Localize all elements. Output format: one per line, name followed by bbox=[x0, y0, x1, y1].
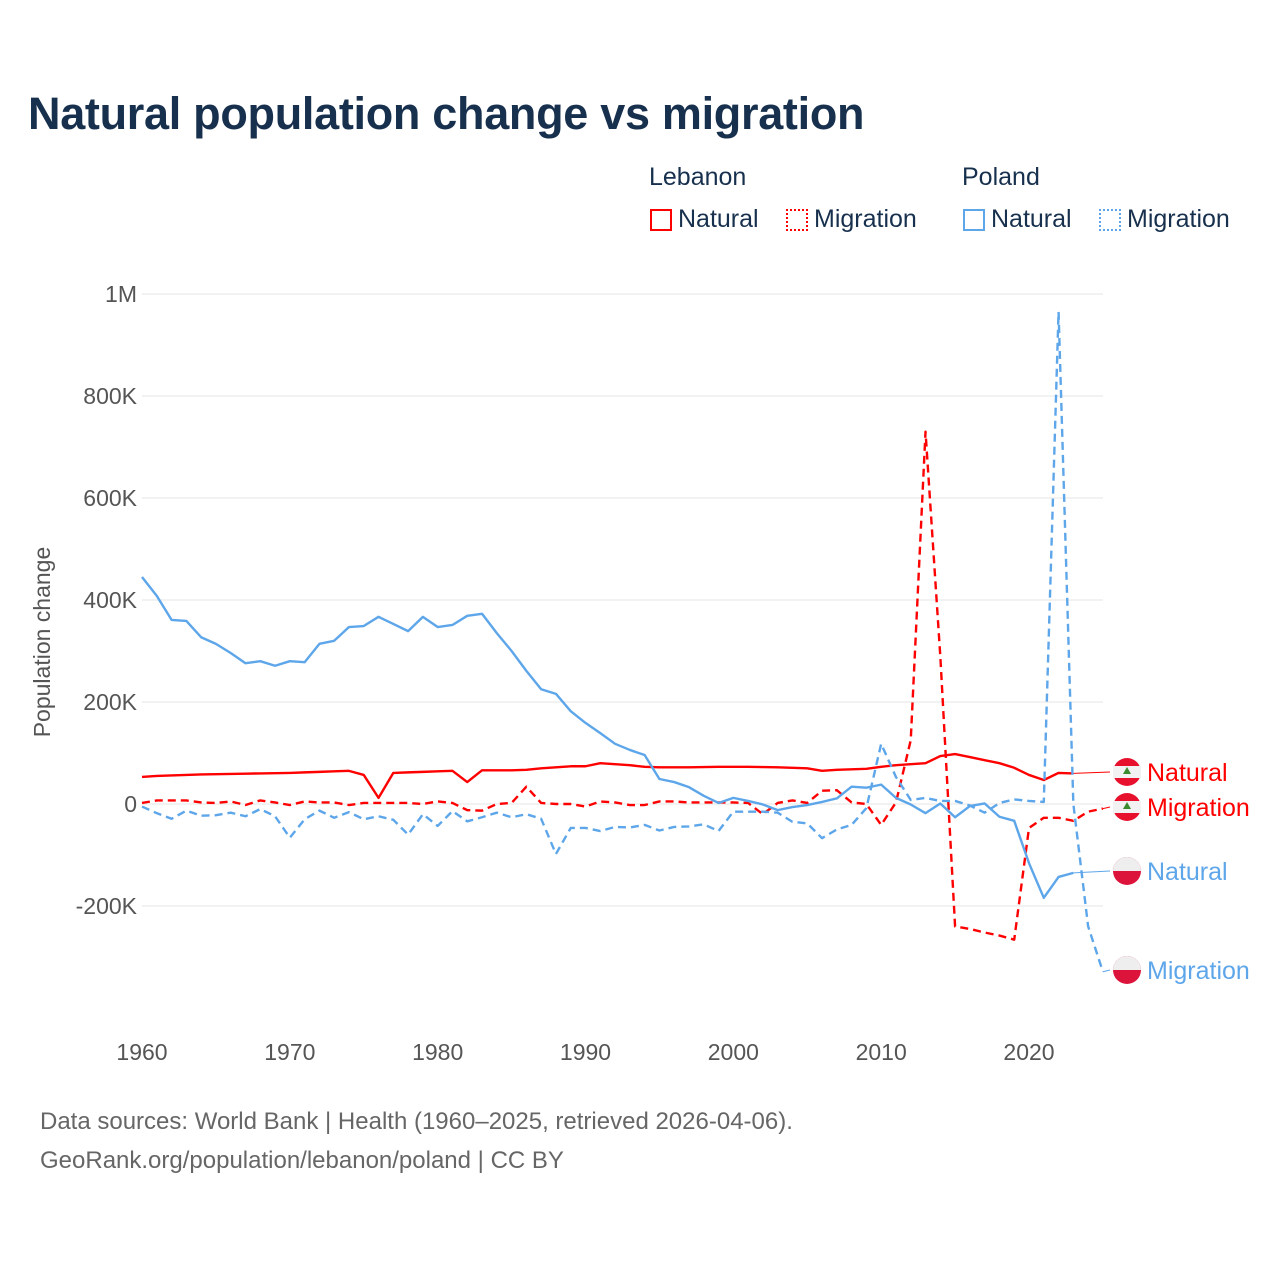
y-tick-label: 800K bbox=[83, 383, 137, 409]
dotted-swatch-icon bbox=[786, 208, 808, 231]
legend-poland-migration[interactable]: Migration bbox=[1099, 205, 1230, 234]
flag-white-half bbox=[1113, 857, 1141, 871]
lebanon-flag-icon bbox=[1113, 793, 1141, 821]
y-tick-label: 600K bbox=[83, 485, 137, 511]
poland-flag-icon bbox=[1113, 956, 1141, 984]
end-label-poland-migration: Migration bbox=[1147, 957, 1250, 985]
y-tick-label: 400K bbox=[83, 587, 137, 613]
y-tick-label: 1M bbox=[105, 281, 137, 307]
y-axis-label: Population change bbox=[29, 547, 55, 738]
solid-swatch-icon bbox=[963, 208, 985, 231]
chart-title: Natural population change vs migration bbox=[28, 88, 865, 139]
legend-poland-natural[interactable]: Natural bbox=[963, 205, 1072, 234]
leader-line bbox=[1102, 969, 1111, 973]
x-tick-label: 1960 bbox=[116, 1039, 167, 1065]
x-tick-label: 2010 bbox=[856, 1039, 907, 1065]
end-label-lebanon-migration: Migration bbox=[1147, 794, 1250, 822]
leader-line bbox=[1102, 806, 1111, 810]
dotted-swatch-icon bbox=[1099, 208, 1121, 231]
end-label-poland-natural: Natural bbox=[1147, 858, 1228, 886]
x-tick-label: 1970 bbox=[264, 1039, 315, 1065]
legend-lebanon-natural[interactable]: Natural bbox=[650, 205, 759, 234]
legend-group-lebanon: Lebanon bbox=[649, 163, 747, 191]
lebanon-flag-icon bbox=[1113, 758, 1141, 786]
leader-line bbox=[1073, 870, 1111, 874]
series-line-lebanon-migration bbox=[141, 430, 1104, 941]
x-tick-label: 1990 bbox=[560, 1039, 611, 1065]
legend-label: Migration bbox=[814, 205, 917, 233]
legend-label: Migration bbox=[1127, 205, 1230, 233]
solid-swatch-icon bbox=[650, 208, 672, 231]
x-tick-label: 1980 bbox=[412, 1039, 463, 1065]
x-tick-label: 2000 bbox=[708, 1039, 759, 1065]
series-line-poland-natural bbox=[141, 576, 1074, 900]
legend-lebanon-migration[interactable]: Migration bbox=[786, 205, 917, 234]
end-label-lebanon-natural: Natural bbox=[1147, 759, 1228, 787]
poland-flag-icon bbox=[1113, 857, 1141, 885]
y-tick-label: 0 bbox=[124, 791, 137, 817]
leader-line bbox=[1073, 771, 1111, 774]
footer-attribution: GeoRank.org/population/lebanon/poland | … bbox=[40, 1147, 564, 1174]
cedar-icon bbox=[1123, 767, 1131, 774]
legend-group-poland: Poland bbox=[962, 163, 1040, 191]
y-tick-label: 200K bbox=[83, 689, 137, 715]
series-line-poland-migration bbox=[141, 310, 1105, 973]
footer-sources: Data sources: World Bank | Health (1960–… bbox=[40, 1108, 793, 1135]
legend-label: Natural bbox=[678, 205, 759, 233]
x-tick-label: 2020 bbox=[1003, 1039, 1054, 1065]
y-tick-label: -200K bbox=[76, 893, 138, 919]
legend-label: Natural bbox=[991, 205, 1072, 233]
cedar-icon bbox=[1123, 802, 1131, 809]
flag-white-half bbox=[1113, 956, 1141, 970]
series-line-lebanon-natural bbox=[141, 752, 1074, 800]
